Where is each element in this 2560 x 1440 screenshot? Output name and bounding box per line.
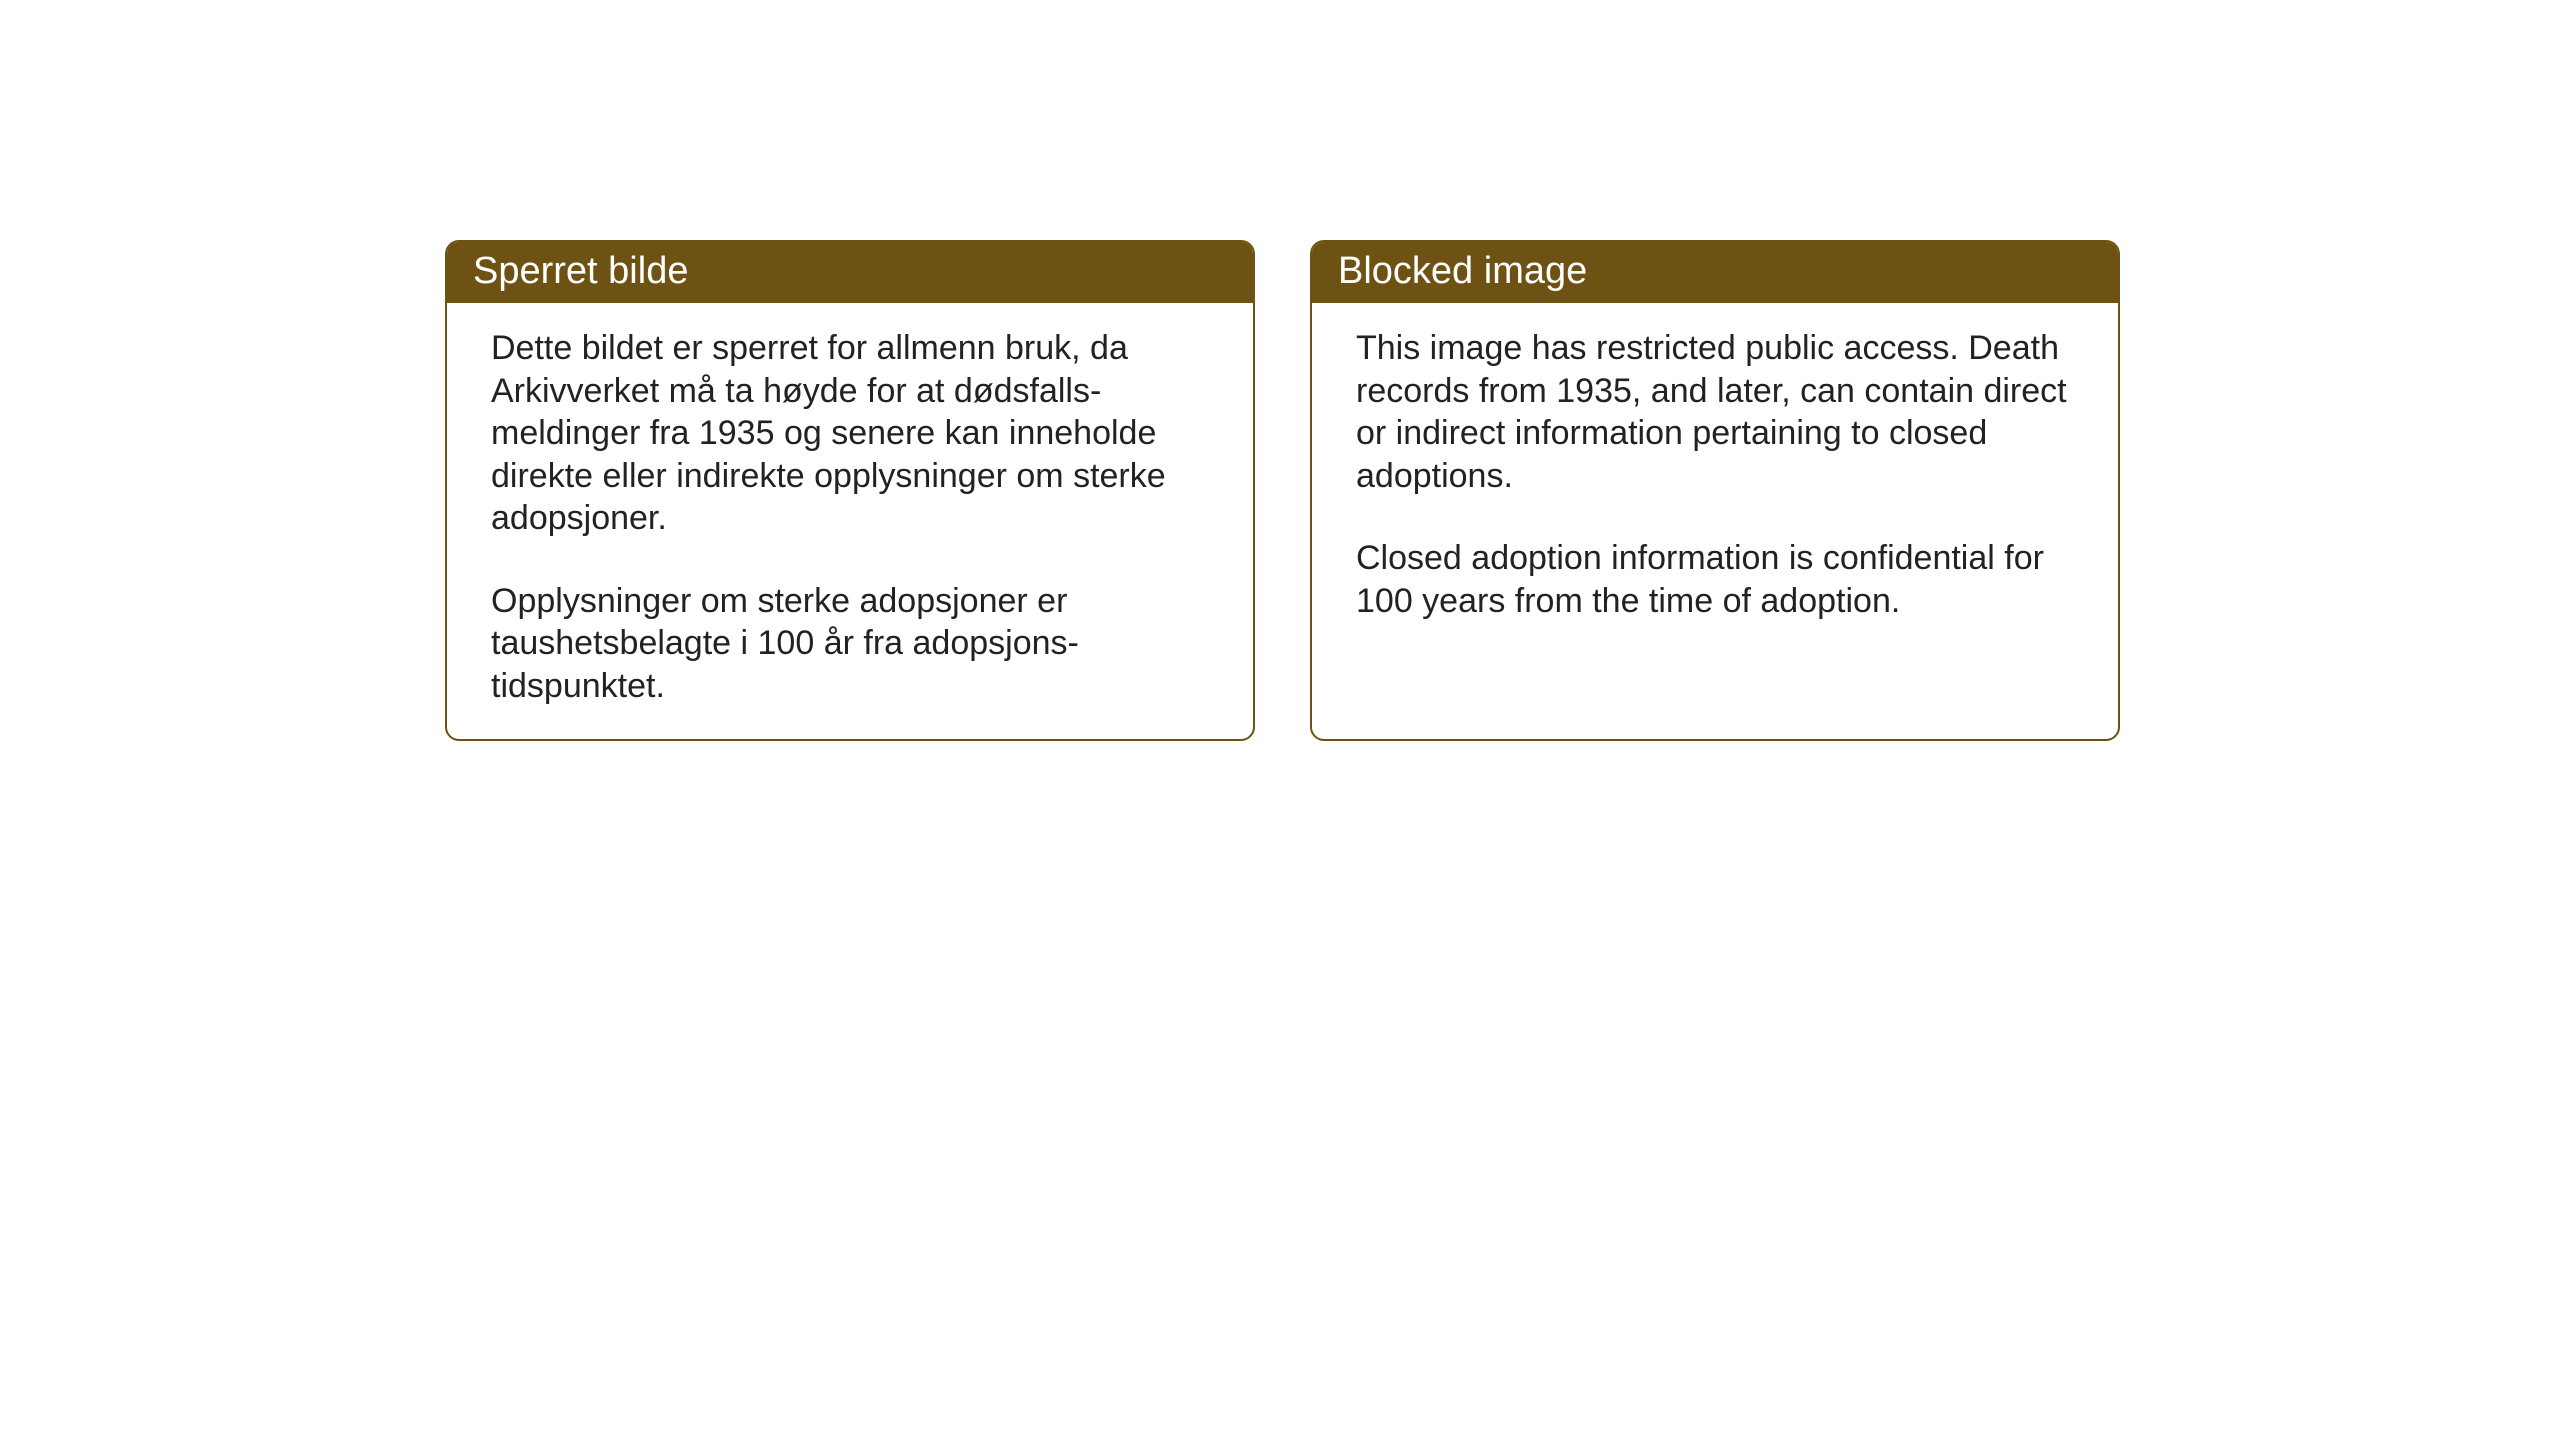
notice-cards-container: Sperret bilde Dette bildet er sperret fo… (445, 240, 2120, 741)
card-body-english: This image has restricted public access.… (1312, 303, 2118, 703)
card-paragraph: Closed adoption information is confident… (1356, 537, 2074, 622)
notice-card-norwegian: Sperret bilde Dette bildet er sperret fo… (445, 240, 1255, 741)
card-body-norwegian: Dette bildet er sperret for allmenn bruk… (447, 303, 1253, 739)
notice-card-english: Blocked image This image has restricted … (1310, 240, 2120, 741)
card-header-norwegian: Sperret bilde (447, 242, 1253, 303)
card-paragraph: This image has restricted public access.… (1356, 327, 2074, 497)
card-paragraph: Dette bildet er sperret for allmenn bruk… (491, 327, 1209, 540)
card-header-english: Blocked image (1312, 242, 2118, 303)
card-paragraph: Opplysninger om sterke adopsjoner er tau… (491, 580, 1209, 708)
